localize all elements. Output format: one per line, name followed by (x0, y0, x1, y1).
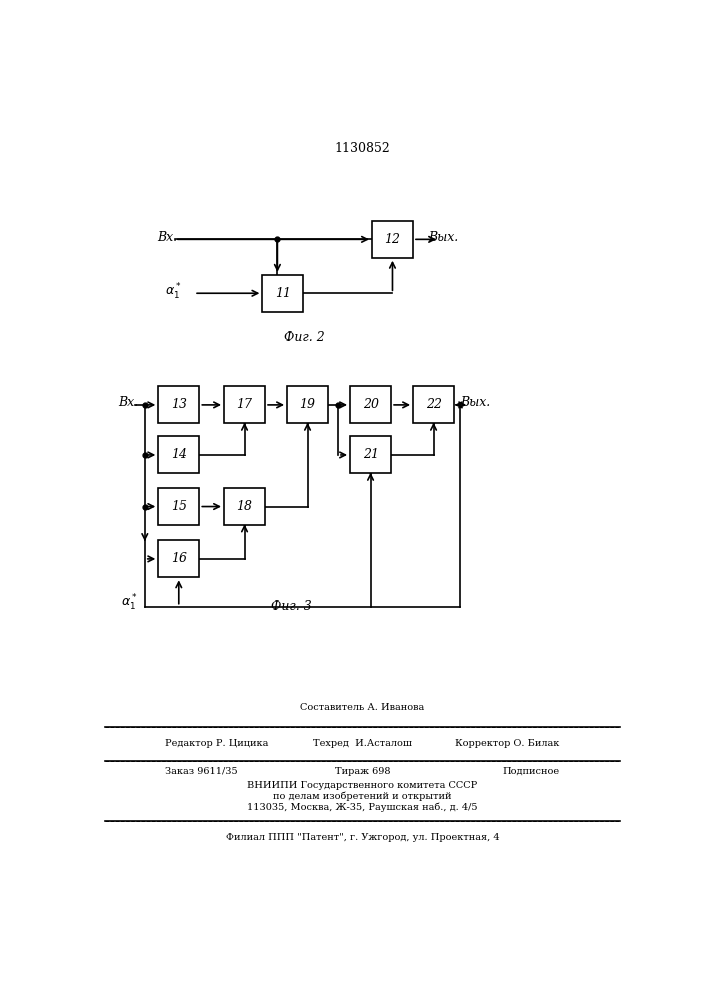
Text: 16: 16 (171, 552, 187, 565)
Text: 21: 21 (363, 448, 378, 461)
Text: Заказ 9611/35: Заказ 9611/35 (165, 767, 238, 776)
Bar (224, 488, 265, 525)
Text: 15: 15 (171, 500, 187, 513)
Bar (287, 386, 328, 423)
Text: Корректор О. Билак: Корректор О. Билак (455, 739, 560, 748)
Text: Вх.: Вх. (157, 231, 177, 244)
Text: $\alpha_1^*$: $\alpha_1^*$ (122, 593, 138, 613)
Text: Подписное: Подписное (503, 767, 560, 776)
Bar (413, 386, 454, 423)
Text: 12: 12 (385, 233, 400, 246)
Text: Филиал ППП "Патент", г. Ужгород, ул. Проектная, 4: Филиал ППП "Патент", г. Ужгород, ул. Про… (226, 833, 499, 842)
Bar (350, 386, 391, 423)
Bar (224, 386, 265, 423)
Bar (158, 436, 199, 473)
Text: 14: 14 (171, 448, 187, 461)
Text: 20: 20 (363, 398, 378, 411)
Text: 1130852: 1130852 (334, 142, 390, 155)
Text: Вых.: Вых. (428, 231, 458, 244)
Text: Вых.: Вых. (460, 396, 490, 409)
Bar (158, 540, 199, 577)
Text: Составитель А. Иванова: Составитель А. Иванова (300, 703, 424, 712)
Bar (372, 221, 413, 258)
Bar (262, 275, 303, 312)
Text: 18: 18 (237, 500, 252, 513)
Text: Техред  И.Асталош: Техред И.Асталош (313, 739, 411, 748)
Bar (158, 386, 199, 423)
Text: 11: 11 (275, 287, 291, 300)
Text: ВНИИПИ Государственного комитета СССР: ВНИИПИ Государственного комитета СССР (247, 781, 477, 790)
Text: 19: 19 (300, 398, 315, 411)
Text: Фиг. 3: Фиг. 3 (271, 600, 312, 613)
Text: Редактор Р. Цицика: Редактор Р. Цицика (165, 739, 269, 748)
Bar (158, 488, 199, 525)
Text: 13: 13 (171, 398, 187, 411)
Text: по делам изобретений и открытий: по делам изобретений и открытий (273, 791, 452, 801)
Text: Фиг. 2: Фиг. 2 (284, 331, 325, 344)
Text: 17: 17 (237, 398, 252, 411)
Text: Тираж 698: Тираж 698 (334, 767, 390, 776)
Text: 22: 22 (426, 398, 442, 411)
Text: $\alpha_1^*$: $\alpha_1^*$ (165, 282, 182, 302)
Text: Вх.: Вх. (119, 396, 139, 409)
Bar (350, 436, 391, 473)
Text: 113035, Москва, Ж-35, Раушская наб., д. 4/5: 113035, Москва, Ж-35, Раушская наб., д. … (247, 802, 478, 812)
